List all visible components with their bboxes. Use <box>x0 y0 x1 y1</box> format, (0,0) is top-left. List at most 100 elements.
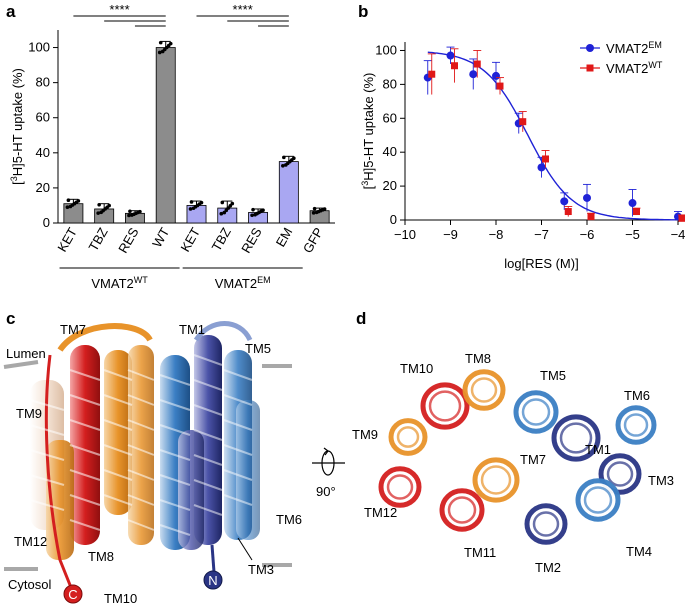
rotation-indicator: 90° <box>312 447 345 499</box>
x-tick-label-b: −7 <box>534 227 549 242</box>
loop-tm1 <box>193 321 253 342</box>
x-tick-label-b: −4 <box>671 227 685 242</box>
label-tm8-d: TM8 <box>465 351 491 366</box>
legend-label-0-part-1: EM <box>648 40 662 50</box>
point-em <box>628 199 637 208</box>
x-tick-label-a: RES <box>238 225 265 256</box>
data-point <box>191 206 196 211</box>
data-point <box>314 210 319 215</box>
point-em <box>492 71 500 80</box>
n-terminus-label: N <box>208 573 217 588</box>
y-tick-label-a: 100 <box>28 40 50 55</box>
point-em <box>583 193 591 202</box>
y-tick-label-b: 0 <box>390 212 397 227</box>
point-wt <box>451 62 458 70</box>
label-tm12-d: TM12 <box>364 505 397 520</box>
point-em <box>446 51 455 60</box>
x-tick-label-a: TBZ <box>209 225 234 254</box>
label-tm5-d: TM5 <box>540 368 566 383</box>
label-tm4-d: TM4 <box>626 544 652 559</box>
group-label-1-part-0: VMAT2 <box>215 276 257 291</box>
helix-bundle-orange-red <box>29 323 155 591</box>
data-point <box>65 205 70 210</box>
helix-inner-ring-tm6 <box>623 413 649 437</box>
x-tick-label-b: −10 <box>394 227 416 242</box>
data-point <box>128 209 132 214</box>
point-wt <box>473 60 481 68</box>
label-tm2-d: TM2 <box>535 560 561 575</box>
data-point <box>188 207 193 211</box>
point-em <box>469 70 478 79</box>
data-point <box>253 212 257 217</box>
data-point <box>311 211 316 215</box>
helix-ring-tm2 <box>524 503 568 545</box>
data-point <box>284 163 288 167</box>
structure-top-view: TM10 TM8 TM5 TM6 TM9 TM7 TM1 TM3 TM12 TM11 TM2 TM4 <box>352 351 674 575</box>
helix-inner-ring-tm10 <box>428 390 462 422</box>
data-point <box>97 202 101 207</box>
helix-stripes-right <box>159 354 253 536</box>
y-tick-label-a: 0 <box>43 215 50 230</box>
helix-inner-ring-tm11 <box>447 496 477 524</box>
significance-label-em: **** <box>233 2 253 17</box>
y-tick-label-a: 20 <box>36 180 50 195</box>
point-wt <box>496 82 504 90</box>
membrane-marker-lumen-left <box>3 360 39 369</box>
data-point <box>189 200 194 204</box>
helix-inner-ring-tm5 <box>521 398 551 426</box>
data-point <box>250 213 254 218</box>
data-point <box>222 210 227 215</box>
x-tick-label-a: TBZ <box>85 225 110 254</box>
helix-tm7-body <box>104 350 132 515</box>
x-tick-label-a: EM <box>273 225 296 249</box>
data-point <box>281 164 285 168</box>
point-em <box>537 163 546 172</box>
label-tm6-c: TM6 <box>276 512 302 527</box>
panel-letter-d: d <box>356 309 366 328</box>
n-terminus-marker <box>203 570 223 590</box>
x-tick-label-b: −5 <box>625 227 640 242</box>
data-point <box>220 200 225 205</box>
data-point <box>251 207 255 212</box>
rotation-label: 90° <box>316 484 336 499</box>
helix-inner-ring-tm7 <box>480 465 512 495</box>
label-tm11-d: TM11 <box>464 545 496 560</box>
y-axis-title-a-part-0: [ <box>10 181 25 185</box>
group-label-0-part-0: VMAT2 <box>91 276 133 291</box>
helix-inner-ring-tm4 <box>583 486 613 514</box>
helix-ring-tm8 <box>462 369 506 411</box>
helix-tm8 <box>128 345 154 545</box>
x-tick-label-b: −9 <box>443 227 458 242</box>
x-tick-label-a: GFP <box>300 225 326 256</box>
data-point <box>130 213 134 217</box>
label-tm7-c: TM7 <box>60 322 86 337</box>
rotation-arrowhead-icon <box>323 447 329 456</box>
y-axis-title-a-part-2: H]5-HT uptake (%) <box>10 68 25 176</box>
legend-label-0-part-0: VMAT2 <box>606 41 648 56</box>
x-tick-label-a: KET <box>177 225 203 254</box>
point-wt <box>633 208 640 216</box>
y-axis-title-b-part-0: [ <box>361 185 376 189</box>
legend-marker-wt <box>586 64 594 72</box>
x-tick-label-b: −6 <box>580 227 595 242</box>
helix-ring-tm9 <box>388 418 428 456</box>
structure-side-view: C N TM7 TM1 TM5 Lumen TM9 TM6 TM12 TM8 T… <box>3 321 302 606</box>
point-wt <box>519 118 527 126</box>
data-point <box>282 155 286 160</box>
label-tm5-c: TM5 <box>245 341 271 356</box>
helix-inner-ring-tm8 <box>470 377 498 403</box>
helix-inner-ring-tm3 <box>606 461 634 487</box>
helix-tm2 <box>178 430 204 550</box>
y-tick-label-a: 80 <box>36 75 50 90</box>
y-tick-label-b: 60 <box>383 110 397 125</box>
legend-label-0: VMAT2EM <box>606 40 662 56</box>
data-point <box>127 213 131 218</box>
label-tm1-d: TM1 <box>585 442 611 457</box>
c-terminus-marker <box>63 584 83 604</box>
data-point <box>96 211 100 215</box>
legend-marker-em <box>586 44 594 52</box>
bar-wt-3 <box>155 47 176 224</box>
group-label-0: VMAT2WT <box>91 275 148 291</box>
